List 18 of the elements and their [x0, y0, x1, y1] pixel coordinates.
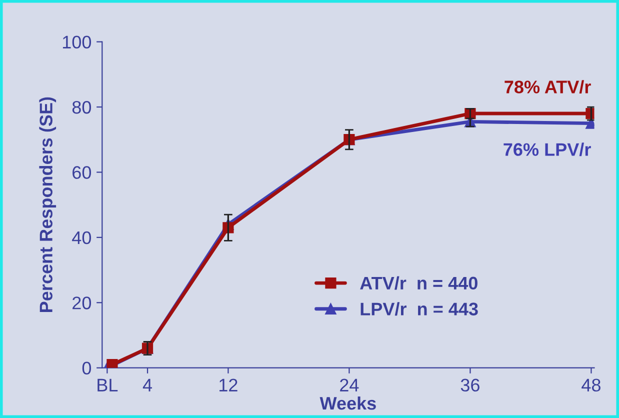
legend-label: LPV/r n = 443 — [360, 302, 478, 316]
y-tick-label: 100 — [62, 36, 92, 49]
x-tick-label: 12 — [220, 378, 238, 392]
annotation: 76% LPV/r — [504, 142, 591, 156]
x-axis-title: Weeks — [320, 396, 376, 410]
x-tick-label: BL — [98, 378, 118, 392]
x-tick-label: 36 — [460, 378, 480, 392]
annotation: 78% ATV/r — [504, 80, 591, 94]
y-tick-label: 60 — [72, 166, 92, 179]
y-tick-label: 20 — [72, 296, 92, 310]
x-tick-label: 48 — [582, 378, 600, 392]
y-tick-label: 0 — [82, 362, 92, 375]
y-tick-label: 40 — [72, 231, 92, 244]
y-tick-label: 80 — [72, 100, 92, 114]
x-tick-label: 24 — [340, 378, 359, 392]
y-axis-title: Percent Responders (SE) — [39, 97, 56, 312]
legend-label: ATV/r n = 440 — [360, 276, 478, 290]
x-tick-label: 4 — [142, 378, 152, 392]
